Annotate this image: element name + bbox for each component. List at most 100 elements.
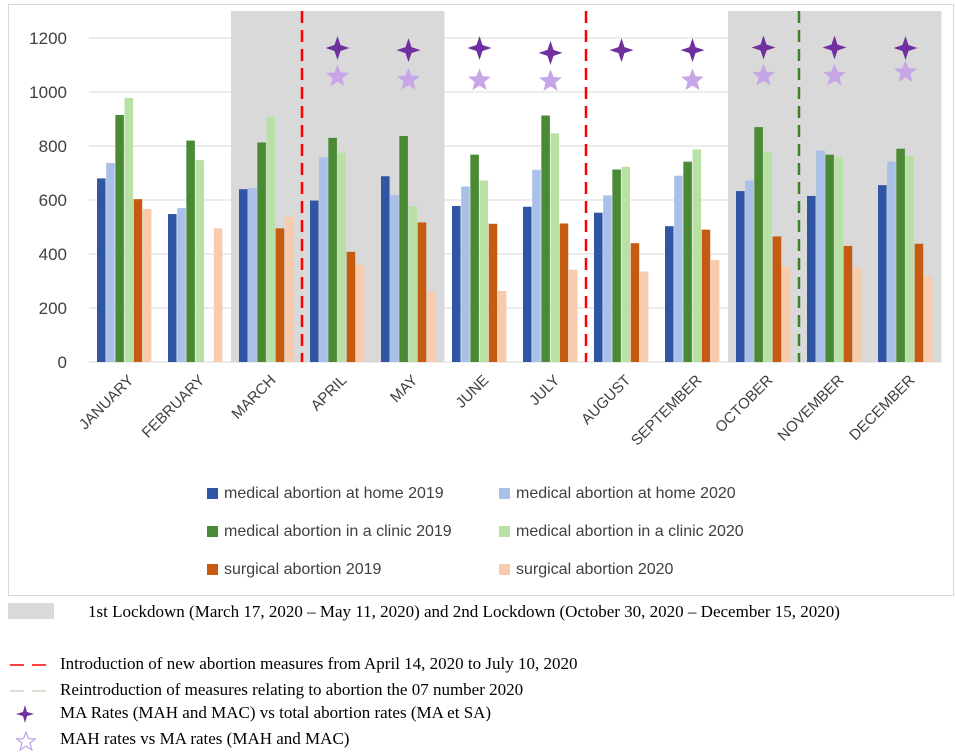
cross-marker-june [467,35,492,60]
legend-label-medical-home-2020: medical abortion at home 2020 [516,485,736,502]
star-marker-may [397,67,420,90]
bar-chart: 0 200 400 600 800 1000 1200 JANUARY FEBRUARY MARC… [29,11,942,449]
cross-marker-october [751,35,776,60]
bar-august-series-2 [612,169,621,362]
bar-may-series-3 [408,205,418,362]
bar-september-series-5 [710,259,720,362]
x-tick-label-july: JULY [526,372,563,409]
cross-marker-december [893,35,918,60]
x-tick-label-january: JANUARY [76,372,137,433]
bar-november-series-3 [834,156,844,362]
x-tick-label-november: NOVEMBER [775,372,848,445]
x-tick-label-october: OCTOBER [712,372,776,436]
bar-january-series-0 [97,178,106,362]
bar-march-series-4 [275,228,285,362]
bar-november-series-4 [843,245,853,362]
legend-row-2: medical abortion in a clinic 2019 [207,523,452,541]
star-marker-september [681,68,704,91]
bar-march-series-3 [266,116,276,362]
bar-october-series-0 [736,191,745,362]
bar-june-series-0 [452,205,461,362]
legend-row-1b: medical abortion at home 2020 [499,485,736,503]
note-lockdown-swatch [8,603,54,619]
bar-september-series-0 [665,226,674,362]
bar-april-series-5 [355,264,365,362]
bar-january-series-4 [133,199,143,362]
cross-marker-july [538,40,563,65]
y-tick-label-800: 800 [39,137,67,156]
star-marker-june [468,68,491,91]
bar-july-series-2 [541,115,550,363]
bar-december-series-2 [896,148,905,362]
star-marker-october [752,63,775,86]
legend-label-medical-home-2019: medical abortion at home 2019 [224,485,444,502]
note-green-line: Reintroduction of measures relating to a… [60,680,524,699]
bar-april-series-4 [346,251,356,362]
bar-january-series-5 [142,208,152,362]
bar-april-series-3 [337,152,347,362]
bar-june-series-4 [488,223,498,362]
legend-swatch-surgical-2020 [499,564,510,575]
bar-april-series-2 [328,137,337,362]
bar-march-series-2 [257,142,266,362]
note-lockdown: 1st Lockdown (March 17, 2020 – May 11, 2… [88,602,840,621]
cross-marker-november [822,35,847,60]
bar-december-series-4 [914,243,924,362]
cross-marker-icon [16,705,34,723]
star-marker-december [894,60,917,82]
x-tick-label-june: JUNE [453,372,493,412]
x-tick-label-may: MAY [387,372,421,406]
bar-december-series-3 [905,155,915,362]
bar-june-series-2 [470,154,479,362]
bar-august-series-3 [621,166,631,362]
bar-september-series-4 [701,229,711,362]
y-tick-label-200: 200 [39,299,67,318]
bar-august-series-1 [603,195,612,362]
star-marker-july [539,69,562,91]
bar-july-series-4 [559,223,569,362]
star-marker-april [326,64,349,87]
bar-february-series-3 [195,160,205,362]
bar-august-series-0 [594,212,603,362]
bar-may-series-5 [426,291,436,362]
bar-september-series-3 [692,149,702,362]
bar-september-series-2 [683,161,692,362]
y-tick-label-600: 600 [39,191,67,210]
bar-may-series-4 [417,222,427,362]
legend-row-2b: medical abortion in a clinic 2020 [499,523,744,541]
star-marker-november [823,63,846,86]
legend-swatch-surgical-2019 [207,564,218,575]
bar-august-series-5 [639,271,649,362]
bar-december-series-5 [923,276,933,362]
note-red-lines: Introduction of new abortion measures fr… [60,654,578,673]
bar-february-series-0 [168,214,177,362]
bar-december-series-1 [887,161,896,362]
bar-june-series-1 [461,186,470,362]
bar-may-series-1 [390,195,399,362]
bar-april-series-0 [310,200,319,362]
note-green-dash-symbol [10,690,50,692]
x-tick-label-december: DECEMBER [846,372,918,444]
bar-february-series-1 [177,208,186,362]
bar-may-series-2 [399,136,408,362]
bar-october-series-1 [745,180,754,362]
bar-july-series-5 [568,269,578,362]
bar-march-series-0 [239,189,248,362]
y-tick-label-1200: 1200 [29,29,67,48]
cross-marker-may [396,38,421,63]
bar-november-series-2 [825,154,834,362]
cross-marker-august [609,38,634,63]
cross-marker-april [325,35,350,60]
bar-april-series-1 [319,157,328,362]
star-marker-icon [16,731,36,751]
legend-swatch-medical-clinic-2020 [499,526,510,537]
x-tick-label-march: MARCH [228,372,279,423]
legend-swatch-medical-home-2020 [499,488,510,499]
bar-november-series-1 [816,150,825,362]
bar-january-series-3 [124,97,134,362]
legend-swatch-medical-home-2019 [207,488,218,499]
bar-october-series-4 [772,236,782,362]
bar-july-series-3 [550,133,560,362]
x-tick-label-august: AUGUST [578,372,634,428]
bar-november-series-0 [807,195,816,362]
